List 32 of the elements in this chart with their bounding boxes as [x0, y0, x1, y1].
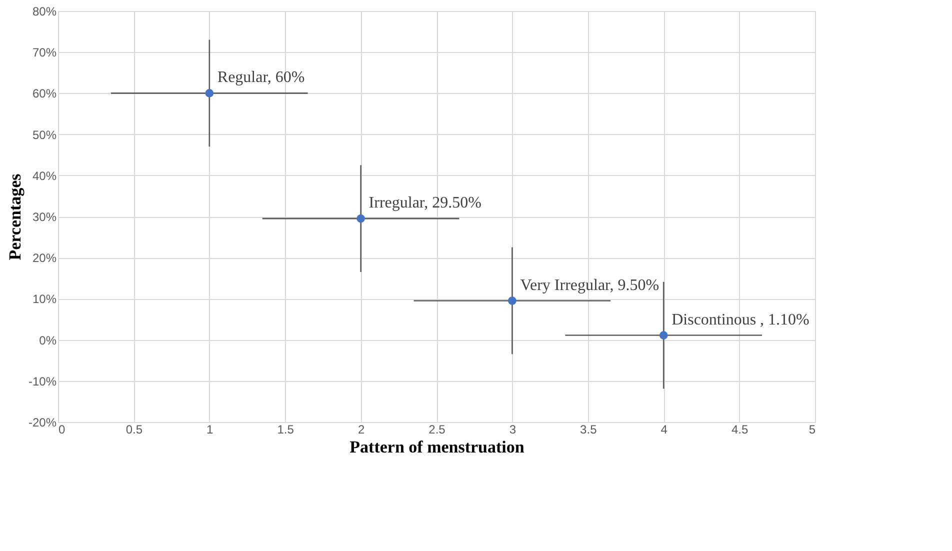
y-tick-label: 80%	[32, 4, 57, 18]
x-tick-label: 4	[660, 422, 668, 436]
y-tick-label: 0%	[39, 333, 57, 348]
x-tick-label: 3.5	[580, 422, 598, 436]
x-tick-label: 0.5	[126, 422, 143, 436]
y-axis-title: Percentages	[5, 173, 24, 260]
y-tick-label: 50%	[32, 128, 57, 142]
data-label: Very Irregular, 9.50%	[520, 276, 660, 294]
data-label: Irregular, 29.50%	[368, 194, 482, 212]
x-tick-label: 2	[358, 422, 365, 436]
y-tick-label: 70%	[32, 46, 57, 60]
x-tick-label: 4.5	[731, 422, 748, 436]
point	[205, 89, 214, 98]
x-axis-title: Pattern of menstruation	[350, 438, 525, 456]
y-tick-label: -10%	[28, 374, 57, 388]
y-tick-label: 30%	[32, 210, 57, 224]
y-tick-label: 20%	[32, 251, 57, 266]
x-tick-label: 1.5	[277, 422, 294, 436]
data-label: Discontinous , 1.10%	[672, 311, 810, 328]
y-tick-label: -20%	[28, 416, 57, 430]
x-tick-label: 1	[206, 422, 214, 436]
point	[356, 214, 365, 223]
y-tick-label: 10%	[32, 292, 57, 306]
data-label: Regular, 60%	[217, 69, 305, 86]
y-tick-label: 60%	[32, 86, 57, 101]
point	[659, 331, 668, 340]
x-tick-label: 2.5	[428, 422, 446, 436]
x-tick-label: 5	[808, 422, 816, 436]
x-tick-label: 0	[58, 422, 66, 436]
point	[508, 296, 516, 305]
x-tick-label: 3	[509, 422, 516, 436]
y-tick-label: 40%	[32, 168, 57, 183]
